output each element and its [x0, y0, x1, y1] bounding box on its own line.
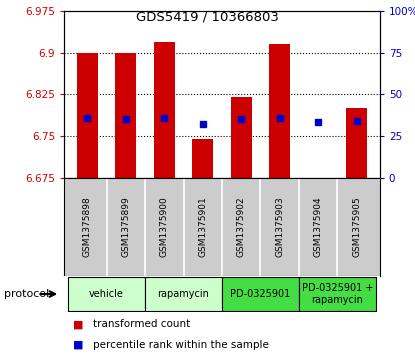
Bar	[269, 44, 290, 178]
Text: GSM1375900: GSM1375900	[160, 196, 169, 257]
Text: PD-0325901 +
rapamycin: PD-0325901 + rapamycin	[302, 283, 373, 305]
Text: GSM1375905: GSM1375905	[352, 196, 361, 257]
Bar	[154, 41, 175, 178]
Text: GSM1375898: GSM1375898	[83, 196, 92, 257]
Bar	[77, 53, 98, 178]
Bar	[145, 277, 222, 311]
Text: GSM1375901: GSM1375901	[198, 196, 208, 257]
Bar	[308, 178, 329, 186]
Text: PD-0325901: PD-0325901	[230, 289, 290, 299]
Bar	[346, 108, 367, 178]
Bar	[115, 53, 137, 178]
Text: GSM1375903: GSM1375903	[275, 196, 284, 257]
Bar	[299, 277, 376, 311]
Text: GSM1375902: GSM1375902	[237, 196, 246, 257]
Bar	[231, 97, 252, 178]
Text: GSM1375904: GSM1375904	[314, 196, 323, 257]
Text: GDS5419 / 10366803: GDS5419 / 10366803	[136, 11, 279, 24]
Text: vehicle: vehicle	[89, 289, 124, 299]
Text: protocol: protocol	[4, 289, 49, 299]
Text: ■: ■	[73, 319, 83, 329]
Bar	[68, 277, 145, 311]
Bar	[222, 277, 299, 311]
Text: rapamycin: rapamycin	[158, 289, 210, 299]
Text: percentile rank within the sample: percentile rank within the sample	[93, 340, 269, 350]
Text: ■: ■	[73, 340, 83, 350]
Text: GSM1375899: GSM1375899	[121, 196, 130, 257]
Text: transformed count: transformed count	[93, 319, 190, 329]
Bar	[192, 139, 213, 178]
